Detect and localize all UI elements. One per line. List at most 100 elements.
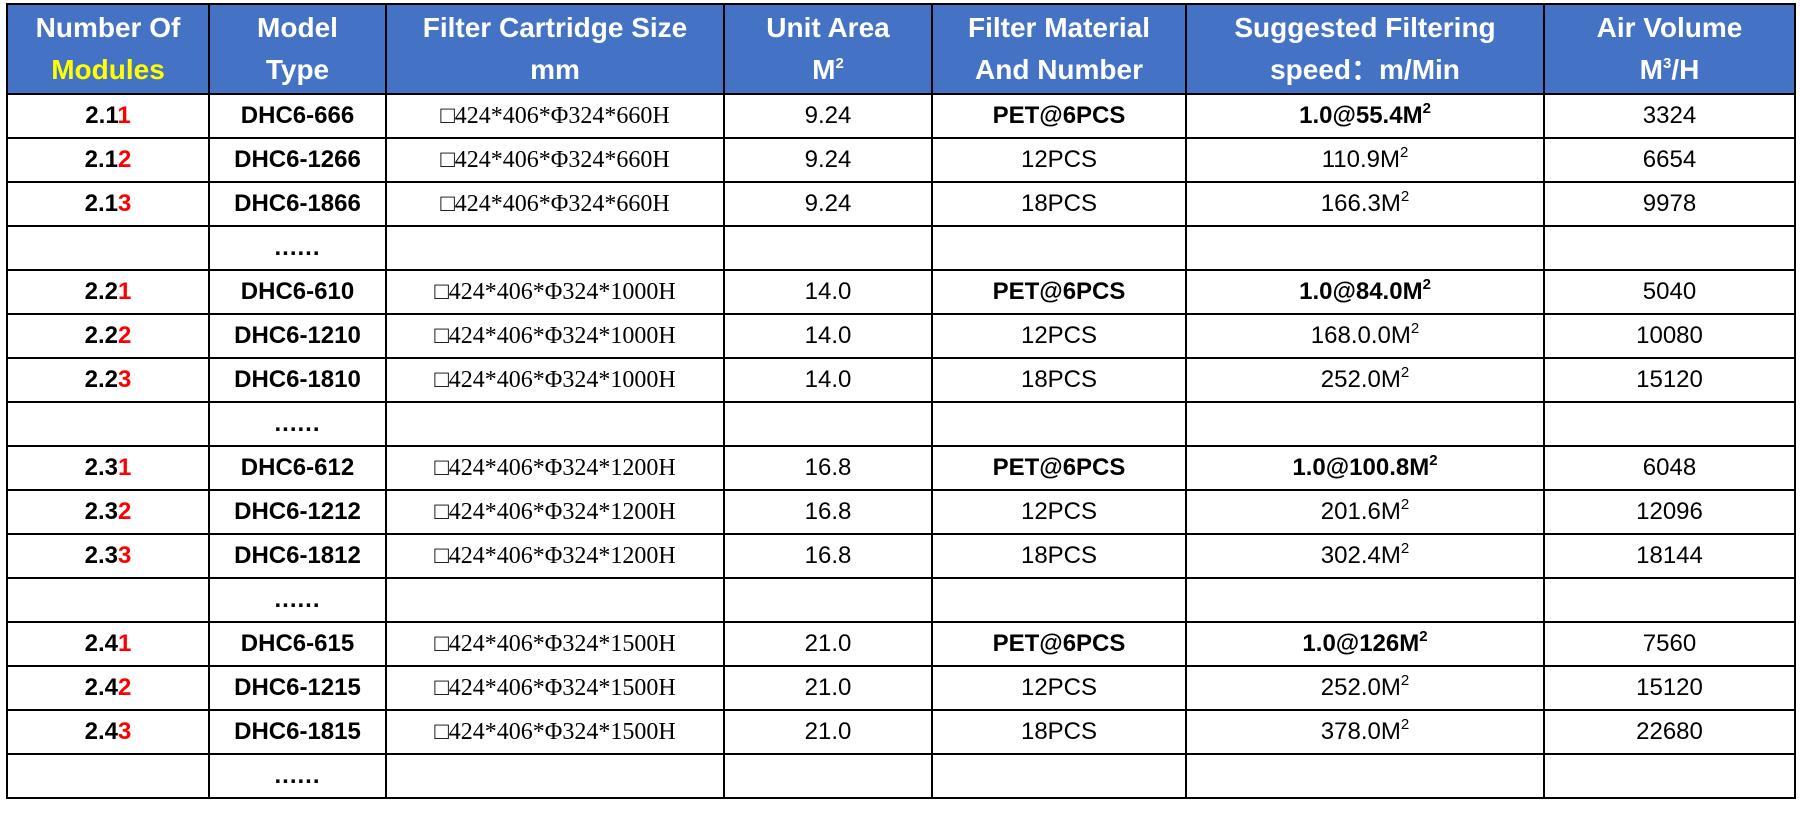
cell-modules: 2.12 <box>6 137 210 183</box>
cell-cartridge-size: □424*406*Φ324*1500H <box>385 665 725 711</box>
cell-modules: 2.42 <box>6 665 210 711</box>
air-value: 7560 <box>1642 630 1697 657</box>
speed-value: 166.3M <box>1320 190 1401 217</box>
cell-model: DHC6-1812 <box>208 533 387 579</box>
cell-cartridge-size: □424*406*Φ324*660H <box>385 137 725 183</box>
header-air-line1: Air Volume <box>1596 12 1743 43</box>
module-prefix: 2.2 <box>84 322 118 349</box>
cell-filter-material: 12PCS <box>931 665 1187 711</box>
header-filter-material: Filter Material And Number <box>931 3 1187 95</box>
cell-unit-area: 16.8 <box>723 489 933 535</box>
air-value: 15120 <box>1636 674 1703 701</box>
module-digit: 1 <box>118 278 132 305</box>
module-digit: 3 <box>118 542 132 569</box>
cell-filtering-speed: 378.0M2 <box>1185 709 1545 755</box>
speed-value: 201.6M <box>1320 498 1401 525</box>
table-row: 2.13 DHC6-1866 □424*406*Φ324*660H 9.24 18PCS… <box>6 181 1796 227</box>
header-area-line1: Unit Area <box>766 12 890 43</box>
module-digit: 1 <box>117 102 131 129</box>
model-value: DHC6-1866 <box>234 190 361 217</box>
module-digit: 2 <box>118 146 132 173</box>
air-value: 15120 <box>1636 366 1703 393</box>
header-air-line2-a: M <box>1639 54 1663 85</box>
cell-filter-material: PET@6PCS <box>931 93 1187 139</box>
cell-modules: 2.22 <box>6 313 210 359</box>
table-row: 2.32 DHC6-1212 □424*406*Φ324*1200H 16.8 12PC… <box>6 489 1796 535</box>
material-value: PET@6PCS <box>992 630 1126 657</box>
header-number-of-modules: Number Of Modules <box>6 3 210 95</box>
header-model-type: Model Type <box>208 3 387 95</box>
header-size-line1: Filter Cartridge Size <box>422 12 688 43</box>
table-row: 2.31 DHC6-612 □424*406*Φ324*1200H 16.8 PET@6… <box>6 445 1796 491</box>
size-value: □424*406*Φ324*660H <box>440 102 670 129</box>
ellipsis-row-cell <box>723 577 933 623</box>
cell-filter-material: PET@6PCS <box>931 445 1187 491</box>
header-model-line1: Model <box>257 12 338 43</box>
area-value: 9.24 <box>804 146 852 173</box>
cell-filtering-speed: 1.0@84.0M2 <box>1185 269 1545 315</box>
material-value: 12PCS <box>1020 146 1098 173</box>
area-value: 16.8 <box>804 454 852 481</box>
cell-model: DHC6-1866 <box>208 181 387 227</box>
cell-air-volume: 10080 <box>1543 313 1796 359</box>
module-prefix: 2.3 <box>84 498 118 525</box>
cell-filtering-speed: 1.0@126M2 <box>1185 621 1545 667</box>
header-speed-line1: Suggested Filtering <box>1234 12 1496 43</box>
module-prefix: 2.2 <box>84 366 118 393</box>
model-value: DHC6-1810 <box>234 366 361 393</box>
cell-modules: 2.41 <box>6 621 210 667</box>
cell-filter-material: 18PCS <box>931 533 1187 579</box>
cell-modules: 2.31 <box>6 445 210 491</box>
module-digit: 1 <box>118 630 132 657</box>
speed-sup: 2 <box>1419 628 1428 645</box>
cell-air-volume: 15120 <box>1543 665 1796 711</box>
speed-sup: 2 <box>1400 540 1410 557</box>
cell-model: DHC6-615 <box>208 621 387 667</box>
speed-sup: 2 <box>1410 320 1420 337</box>
cell-filter-material: 12PCS <box>931 489 1187 535</box>
size-value: □424*406*Φ324*1200H <box>434 454 676 481</box>
cell-air-volume: 12096 <box>1543 489 1796 535</box>
air-value: 12096 <box>1636 498 1703 525</box>
cell-cartridge-size: □424*406*Φ324*1500H <box>385 621 725 667</box>
cell-air-volume: 15120 <box>1543 357 1796 403</box>
material-value: 12PCS <box>1020 498 1098 525</box>
cell-cartridge-size: □424*406*Φ324*1200H <box>385 489 725 535</box>
size-value: □424*406*Φ324*1500H <box>434 718 676 745</box>
cell-filtering-speed: 302.4M2 <box>1185 533 1545 579</box>
cell-filter-material: 18PCS <box>931 181 1187 227</box>
area-value: 21.0 <box>804 718 852 745</box>
cell-filtering-speed: 1.0@100.8M2 <box>1185 445 1545 491</box>
ellipsis-row-cell <box>723 225 933 271</box>
speed-value: 168.0.0M <box>1310 322 1411 349</box>
model-value: DHC6-1212 <box>234 498 361 525</box>
air-value: 5040 <box>1642 278 1697 305</box>
cell-modules: 2.33 <box>6 533 210 579</box>
model-value: DHC6-1210 <box>234 322 361 349</box>
cell-model: DHC6-1810 <box>208 357 387 403</box>
module-prefix: 2.2 <box>84 278 118 305</box>
model-value: DHC6-1266 <box>234 146 361 173</box>
header-filtering-speed: Suggested Filtering speed：m/Min <box>1185 3 1545 95</box>
cell-unit-area: 14.0 <box>723 313 933 359</box>
speed-sup: 2 <box>1400 716 1410 733</box>
module-digit: 2 <box>118 674 132 701</box>
table-body: 2.11 DHC6-666 □424*406*Φ324*660H 9.24 PET@6P… <box>6 93 1796 799</box>
cell-air-volume: 6654 <box>1543 137 1796 183</box>
area-value: 14.0 <box>804 322 852 349</box>
ellipsis-row-cell <box>931 577 1187 623</box>
cell-modules: 2.21 <box>6 269 210 315</box>
model-value: DHC6-1815 <box>234 718 361 745</box>
ellipsis-row-cell: ...... <box>208 753 387 799</box>
air-value: 18144 <box>1636 542 1703 569</box>
cell-filtering-speed: 201.6M2 <box>1185 489 1545 535</box>
cell-model: DHC6-610 <box>208 269 387 315</box>
cell-filtering-speed: 252.0M2 <box>1185 665 1545 711</box>
speed-value: 252.0M <box>1320 674 1401 701</box>
ellipsis-row-cell: ...... <box>208 577 387 623</box>
ellipsis-row-cell: ...... <box>208 225 387 271</box>
speed-sup: 2 <box>1399 144 1409 161</box>
ellipsis-row-cell <box>1185 753 1545 799</box>
cell-cartridge-size: □424*406*Φ324*660H <box>385 181 725 227</box>
cell-unit-area: 9.24 <box>723 181 933 227</box>
